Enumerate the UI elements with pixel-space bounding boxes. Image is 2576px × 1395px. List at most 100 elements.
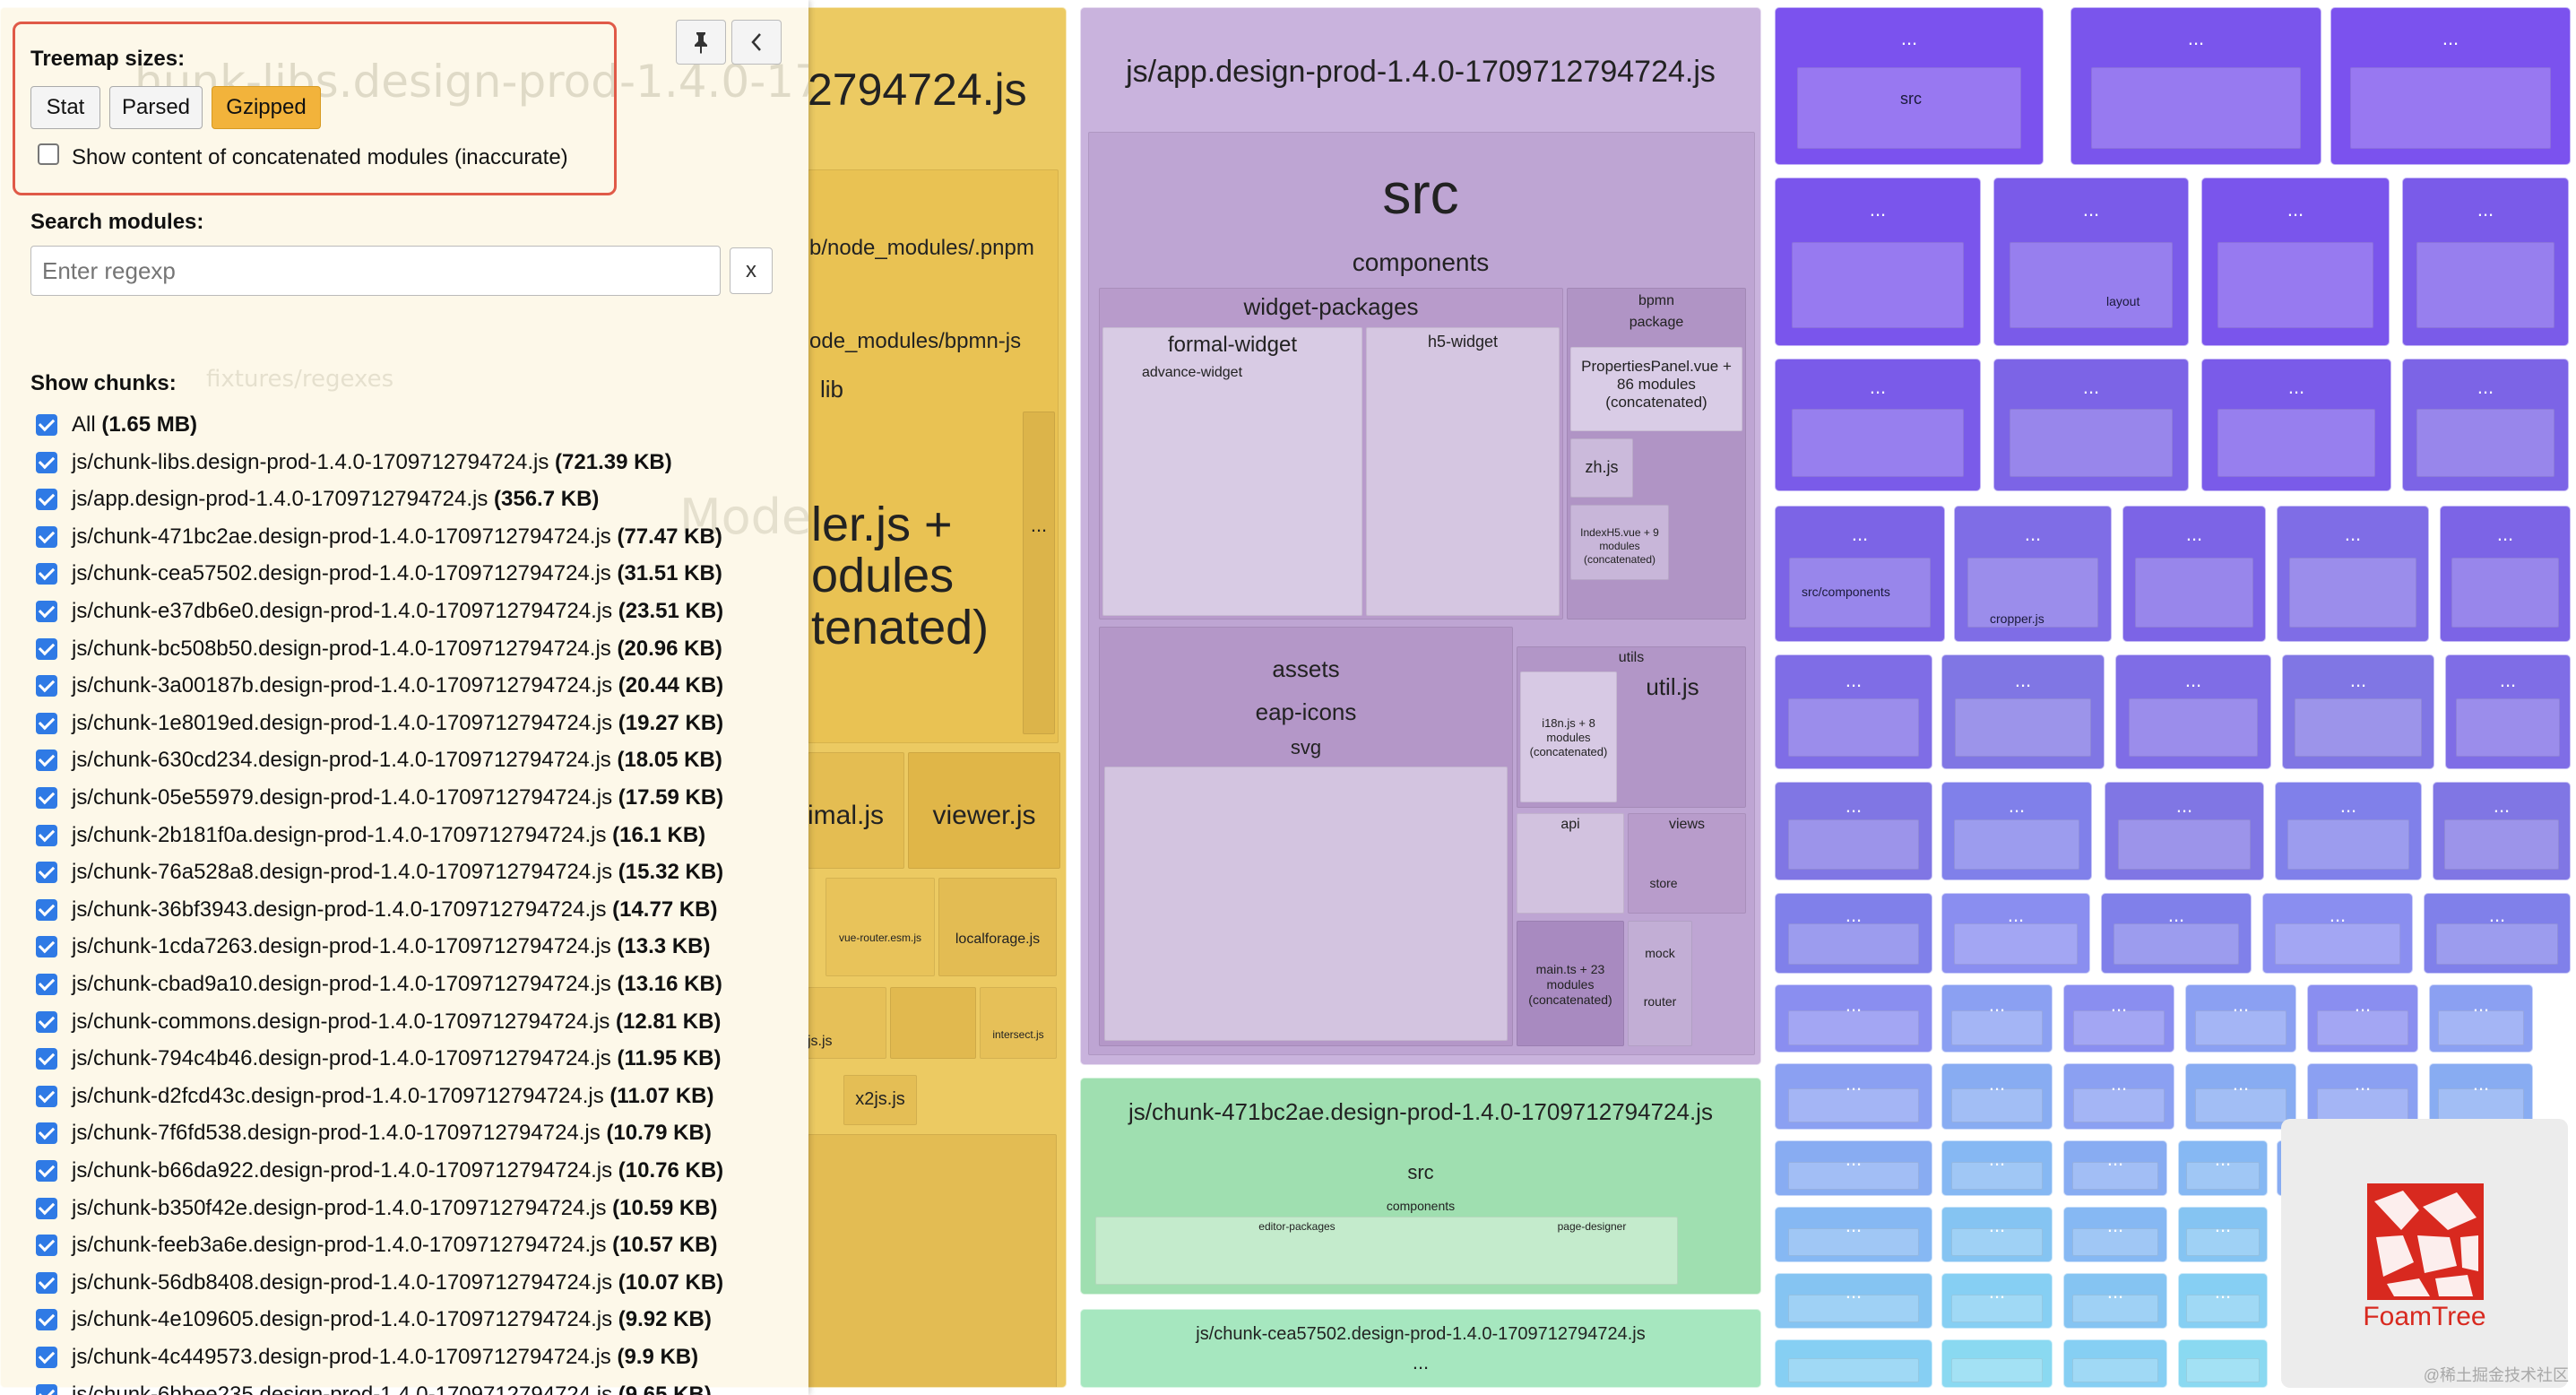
small-chunk-inner-block[interactable]: [1950, 1357, 2044, 1382]
concatenated-modules-checkbox[interactable]: [38, 143, 59, 165]
app-zh-block[interactable]: [1570, 438, 1633, 498]
chunk-checkbox[interactable]: [36, 451, 57, 473]
small-chunk-inner-block[interactable]: [2286, 819, 2410, 871]
small-chunk-inner-block[interactable]: [2194, 1088, 2287, 1122]
small-chunk-inner-block[interactable]: [1967, 558, 2099, 628]
treemap-cell-small-chunk[interactable]: ...: [1775, 7, 2044, 165]
chunk-checkbox[interactable]: [36, 1271, 57, 1294]
chunk-list-item[interactable]: js/chunk-bc508b50.design-prod-1.4.0-1709…: [36, 633, 798, 669]
chunk-list-item[interactable]: js/chunk-630cd234.design-prod-1.4.0-1709…: [36, 744, 798, 780]
pin-button[interactable]: [676, 20, 726, 65]
treemap-cell-small-chunk[interactable]: ...: [2178, 1140, 2268, 1196]
treemap-cell-chunk-cea57502[interactable]: js/chunk-cea57502.design-prod-1.4.0-1709…: [1080, 1309, 1761, 1388]
treemap-cell-small-chunk[interactable]: ...: [1775, 654, 1932, 769]
treemap-cell-small-chunk[interactable]: ...: [1775, 1273, 1932, 1329]
small-chunk-inner-block[interactable]: [1787, 1088, 1920, 1122]
small-chunk-inner-block[interactable]: [2010, 241, 2173, 329]
treemap-cell-small-chunk[interactable]: ...: [1993, 178, 2189, 346]
small-chunk-inner-block[interactable]: [1792, 409, 1964, 478]
treemap-cell-small-chunk[interactable]: ...: [2115, 654, 2271, 769]
treemap-cell-small-chunk[interactable]: ...: [1775, 1063, 1932, 1130]
treemap-cell-small-chunk[interactable]: ...: [1941, 1207, 2053, 1262]
treemap-cell-small-chunk[interactable]: ...: [1775, 1140, 1932, 1196]
treemap-cell-small-chunk[interactable]: ...: [2429, 984, 2533, 1053]
chunk-list-item[interactable]: All (1.65 MB): [36, 409, 798, 445]
treemap-cell-small-chunk[interactable]: ...: [2429, 1063, 2533, 1130]
small-chunk-inner-block[interactable]: [1796, 67, 2022, 149]
chunk-checkbox[interactable]: [36, 1235, 57, 1257]
chunk-list-item[interactable]: js/chunk-feeb3a6e.design-prod-1.4.0-1709…: [36, 1229, 798, 1265]
search-input[interactable]: [30, 246, 721, 296]
treemap-cell-small-chunk[interactable]: ...: [2402, 359, 2569, 491]
treemap-cell-small-chunk[interactable]: ...: [2063, 1063, 2174, 1130]
chunk-checkbox[interactable]: [36, 1383, 57, 1395]
treemap-cell-small-chunk[interactable]: ...: [2201, 359, 2391, 491]
chunk-checkbox[interactable]: [36, 1085, 57, 1107]
libs-localforage-block[interactable]: [938, 878, 1057, 976]
libs-x2js-block[interactable]: [843, 1075, 917, 1125]
treemap-cell-app[interactable]: js/app.design-prod-1.4.0-1709712794724.j…: [1080, 7, 1761, 1065]
chunk-checkbox[interactable]: [36, 936, 57, 958]
small-chunk-inner-block[interactable]: [2275, 923, 2400, 966]
treemap-cell-small-chunk[interactable]: [2063, 1339, 2167, 1388]
treemap-cell-small-chunk[interactable]: ...: [1954, 506, 2112, 642]
small-chunk-inner-block[interactable]: [2194, 1010, 2287, 1045]
treemap-cell-small-chunk[interactable]: ...: [1941, 654, 2105, 769]
app-properties-panel-block[interactable]: [1570, 347, 1742, 431]
treemap-cell-small-chunk[interactable]: ...: [1775, 359, 1981, 491]
chunk-list-item[interactable]: js/chunk-05e55979.design-prod-1.4.0-1709…: [36, 782, 798, 818]
treemap-cell-small-chunk[interactable]: ...: [2063, 984, 2174, 1053]
small-chunk-inner-block[interactable]: [1787, 1010, 1920, 1045]
chunk-list-item[interactable]: js/chunk-36bf3943.design-prod-1.4.0-1709…: [36, 894, 798, 930]
small-chunk-inner-block[interactable]: [2118, 819, 2251, 871]
app-views-block[interactable]: [1628, 813, 1746, 914]
small-chunk-inner-block[interactable]: [2185, 1357, 2260, 1382]
chunk-list-item[interactable]: js/chunk-4c449573.design-prod-1.4.0-1709…: [36, 1341, 798, 1377]
treemap-cell-small-chunk[interactable]: [1775, 1339, 1932, 1388]
chunk-list-item[interactable]: js/chunk-471bc2ae.design-prod-1.4.0-1709…: [36, 521, 798, 557]
chunk-list-item[interactable]: js/chunk-b350f42e.design-prod-1.4.0-1709…: [36, 1192, 798, 1228]
chunk-list-item[interactable]: js/chunk-1cda7263.design-prod-1.4.0-1709…: [36, 931, 798, 966]
chunk-list-item[interactable]: js/chunk-cea57502.design-prod-1.4.0-1709…: [36, 558, 798, 594]
chunk-list-item[interactable]: js/chunk-2b181f0a.design-prod-1.4.0-1709…: [36, 819, 798, 855]
small-chunk-inner-block[interactable]: [2438, 1010, 2524, 1045]
chunk-checkbox[interactable]: [36, 1197, 57, 1219]
small-chunk-inner-block[interactable]: [1950, 1294, 2044, 1322]
chunk-checkbox[interactable]: [36, 563, 57, 585]
treemap-cell-small-chunk[interactable]: ...: [1941, 782, 2092, 880]
chunk-list-item[interactable]: js/chunk-794c4b46.design-prod-1.4.0-1709…: [36, 1043, 798, 1079]
small-chunk-inner-block[interactable]: [1950, 1227, 2044, 1256]
chunk-checkbox[interactable]: [36, 1309, 57, 1331]
chunk-checkbox[interactable]: [36, 862, 57, 884]
libs-js-block[interactable]: [808, 987, 886, 1059]
small-chunk-inner-block[interactable]: [2091, 67, 2301, 149]
treemap-cell-small-chunk[interactable]: ...: [1775, 506, 1945, 642]
treemap-cell-small-chunk[interactable]: ...: [2330, 7, 2571, 165]
chunk-list-item[interactable]: js/chunk-b66da922.design-prod-1.4.0-1709…: [36, 1155, 798, 1191]
treemap-cell-small-chunk[interactable]: ...: [2277, 506, 2429, 642]
treemap-cell-small-chunk[interactable]: ...: [1941, 984, 2053, 1053]
libs-mid-block[interactable]: [890, 987, 976, 1059]
chunk-471-editor-packages-block[interactable]: [1095, 1217, 1678, 1285]
chunk-list-item[interactable]: js/chunk-libs.design-prod-1.4.0-17097127…: [36, 446, 798, 482]
small-chunk-inner-block[interactable]: [2185, 1294, 2260, 1322]
small-chunk-inner-block[interactable]: [2444, 819, 2559, 871]
treemap-cell-small-chunk[interactable]: ...: [1775, 1207, 1932, 1262]
treemap-cell-small-chunk[interactable]: ...: [2440, 506, 2571, 642]
treemap-cell-small-chunk[interactable]: ...: [2178, 1273, 2268, 1329]
collapse-sidebar-button[interactable]: [731, 20, 782, 65]
small-chunk-inner-block[interactable]: [1954, 923, 2078, 966]
chunk-list-item[interactable]: js/chunk-4e109605.design-prod-1.4.0-1709…: [36, 1304, 798, 1339]
treemap-cell-small-chunk[interactable]: ...: [2063, 1140, 2167, 1196]
libs-node-modules-block[interactable]: [808, 169, 1059, 743]
chunk-checkbox[interactable]: [36, 1347, 57, 1368]
small-chunk-inner-block[interactable]: [2295, 698, 2422, 758]
treemap-cell-small-chunk[interactable]: ...: [1941, 893, 2090, 974]
treemap-cell-small-chunk[interactable]: ...: [2445, 654, 2571, 769]
small-chunk-inner-block[interactable]: [1787, 1357, 1920, 1382]
app-mock-block[interactable]: [1628, 921, 1692, 1046]
chunk-checkbox[interactable]: [36, 898, 57, 921]
chunk-checkbox[interactable]: [36, 712, 57, 734]
app-svg-grid[interactable]: [1104, 767, 1508, 1041]
small-chunk-inner-block[interactable]: [1792, 241, 1964, 329]
